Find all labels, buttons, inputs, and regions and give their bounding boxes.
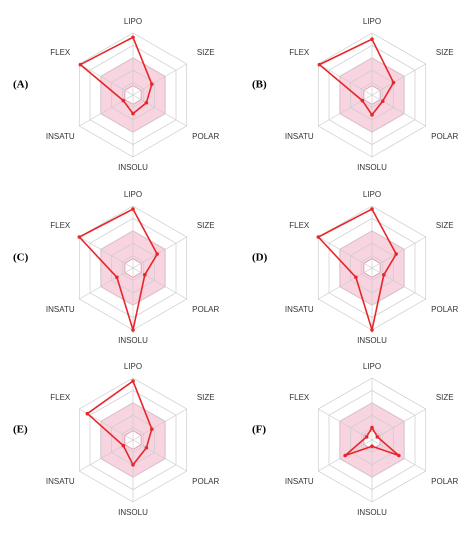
radar-point <box>316 235 321 239</box>
axis-label: FLEX <box>289 393 310 402</box>
panel-label: (F) <box>252 424 266 436</box>
spoke <box>132 439 187 472</box>
radar-point <box>115 275 119 280</box>
spoke <box>132 236 187 269</box>
axis-label: LIPO <box>363 17 381 26</box>
axis-label: INSATU <box>46 132 75 141</box>
radar-point <box>317 62 322 67</box>
axis-label: LIPO <box>124 17 142 26</box>
radar-point <box>121 443 126 448</box>
spoke <box>132 63 187 96</box>
spoke <box>318 408 373 441</box>
axis-label: INSOLU <box>357 336 387 345</box>
axis-label: INSOLU <box>357 508 387 517</box>
axis-label: INSOLU <box>118 336 148 345</box>
spoke <box>371 408 426 441</box>
radar-point <box>364 435 369 439</box>
axis-label: INSOLU <box>118 508 148 517</box>
spoke <box>132 267 187 300</box>
axis-label: SIZE <box>436 221 454 230</box>
axis-label: POLAR <box>192 132 219 141</box>
radar-point <box>149 427 154 431</box>
spoke <box>371 236 426 269</box>
spoke <box>132 94 187 127</box>
radar-point <box>370 113 374 117</box>
radar-point <box>131 463 135 467</box>
axis-label: SIZE <box>197 221 215 230</box>
radar-point <box>131 328 135 332</box>
axis-label: INSATU <box>285 132 314 141</box>
axis-label: SIZE <box>436 48 454 57</box>
spoke <box>371 267 426 300</box>
axis-label: FLEX <box>289 48 310 57</box>
panel-label: (B) <box>252 79 267 91</box>
radar-point <box>85 411 90 416</box>
axis-label: INSOLU <box>118 163 148 172</box>
radar-point <box>370 37 374 41</box>
axis-label: INSATU <box>46 305 75 314</box>
axis-label: INSATU <box>46 477 75 486</box>
axis-label: LIPO <box>124 362 142 371</box>
axis-label: SIZE <box>197 48 215 57</box>
radar-point <box>131 35 135 40</box>
axis-label: FLEX <box>50 48 71 57</box>
axis-label: POLAR <box>431 477 458 486</box>
radar-point <box>370 207 374 211</box>
radar-point <box>343 453 347 458</box>
radar-point <box>143 273 147 277</box>
axis-label: SIZE <box>436 393 454 402</box>
panel-label: (A) <box>13 79 29 91</box>
axis-label: FLEX <box>50 393 71 402</box>
radar-point <box>382 273 386 277</box>
spoke <box>79 267 134 300</box>
axis-label: POLAR <box>192 477 219 486</box>
axis-label: FLEX <box>289 221 310 230</box>
radar-point <box>370 444 374 449</box>
radar-point <box>354 275 358 280</box>
axis-label: POLAR <box>431 305 458 314</box>
radar-point <box>397 453 401 458</box>
panel-label: (D) <box>252 252 268 264</box>
spoke <box>318 267 373 300</box>
spoke <box>318 236 373 269</box>
axis-label: SIZE <box>197 393 215 402</box>
radar-point <box>370 328 374 332</box>
spoke <box>318 63 373 96</box>
radar-point <box>391 80 396 85</box>
radar-point <box>370 425 374 430</box>
radar-point <box>131 207 135 211</box>
axis-label: INSOLU <box>357 163 387 172</box>
radar-point <box>144 100 149 105</box>
radar-point <box>131 111 135 116</box>
spoke <box>371 63 426 96</box>
radar-point <box>360 98 365 103</box>
panel-label: (C) <box>13 252 29 264</box>
radar-point <box>394 252 398 256</box>
axis-label: FLEX <box>50 221 71 230</box>
radar-point <box>78 62 83 67</box>
radar-point <box>121 98 126 103</box>
axis-label: LIPO <box>363 362 381 371</box>
axis-label: POLAR <box>192 305 219 314</box>
panel-label: (E) <box>13 424 28 436</box>
axis-label: INSATU <box>285 305 314 314</box>
spoke <box>79 236 134 269</box>
spoke <box>132 408 187 441</box>
radar-point <box>144 445 149 450</box>
axis-label: POLAR <box>431 132 458 141</box>
radar-point <box>131 379 135 383</box>
axis-label: INSATU <box>285 477 314 486</box>
radar-point <box>375 435 380 439</box>
axis-label: LIPO <box>124 190 142 199</box>
radar-point <box>77 235 82 239</box>
axis-label: LIPO <box>363 190 381 199</box>
spoke <box>371 94 426 127</box>
spoke <box>79 63 134 96</box>
radar-point <box>380 99 385 103</box>
radar-point <box>155 252 159 256</box>
radar-point <box>149 82 154 86</box>
